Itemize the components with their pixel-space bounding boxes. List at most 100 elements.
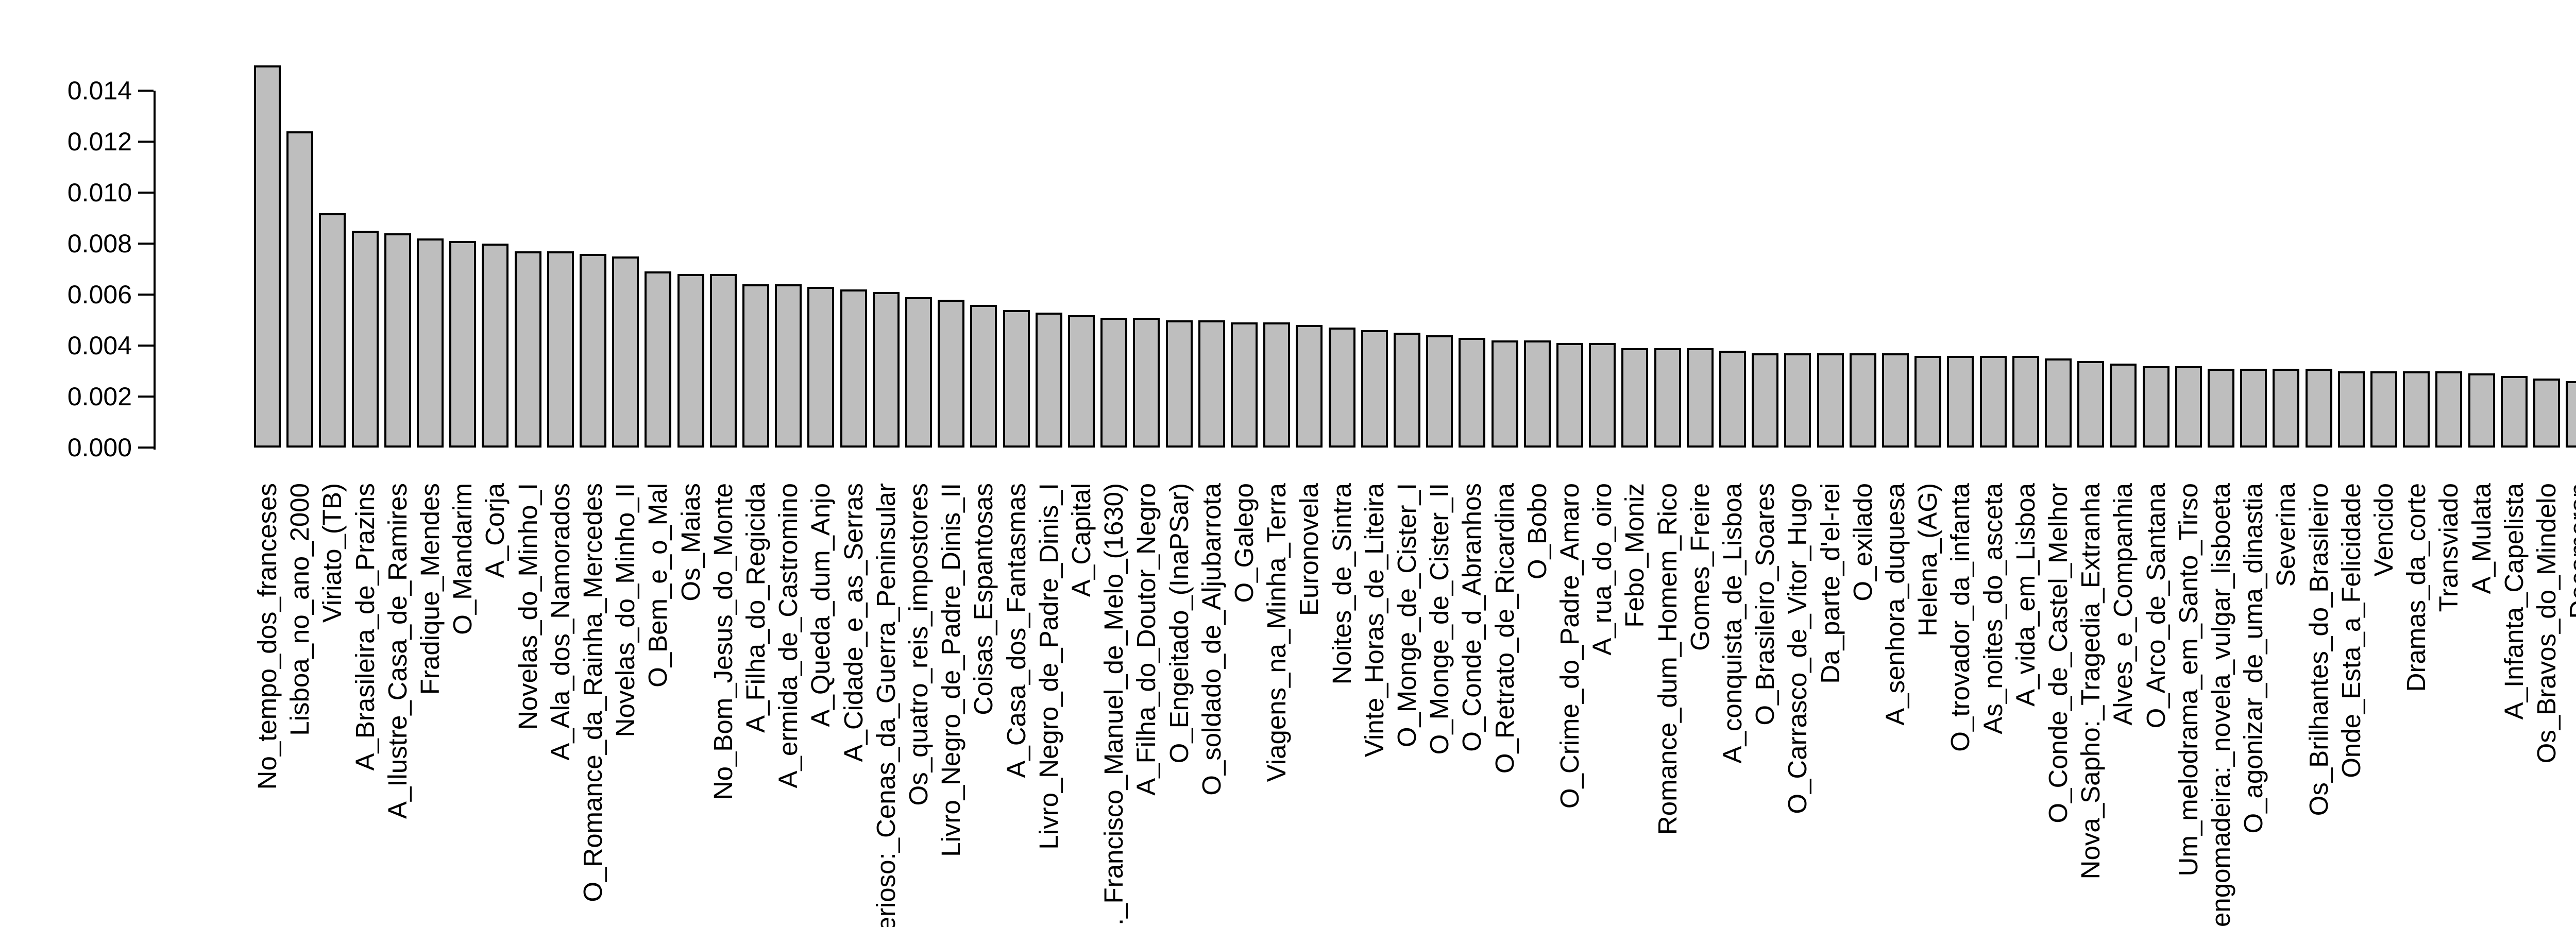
bar — [2435, 371, 2463, 448]
bar — [580, 253, 606, 448]
bar — [2012, 355, 2039, 448]
bar — [254, 65, 281, 448]
x-tick-label: O_Bobo — [1522, 483, 1552, 580]
bar — [1752, 353, 1779, 448]
y-tick-mark — [138, 345, 154, 347]
bar — [645, 271, 672, 448]
x-tick-label: Os_quatro_reis_impostores — [904, 483, 933, 806]
x-tick-label: Febo_Moniz — [1620, 483, 1650, 628]
bar — [1556, 343, 1583, 448]
bar — [286, 131, 314, 448]
bar — [1523, 340, 1551, 448]
bar — [1328, 328, 1355, 448]
bar — [2175, 366, 2202, 448]
x-tick-label: O_Conde_d_Abranhos — [1457, 483, 1487, 752]
bar — [1947, 355, 1974, 448]
x-tick-label: O_Carrasco_de_Vitor_Hugo — [1783, 483, 1812, 814]
x-tick-label: Nova_Sapho:_Tragedia_Extranha — [2076, 483, 2106, 880]
x-tick-label: Decameron — [2564, 483, 2576, 619]
bar — [709, 274, 737, 448]
bar — [1003, 310, 1030, 448]
bar — [970, 304, 997, 448]
x-tick-label: O_Crime_do_Padre_Amaro — [1555, 483, 1584, 809]
bar — [1231, 322, 1258, 448]
x-tick-label: Romance_dum_Homem_Rico — [1652, 483, 1682, 835]
bar — [319, 213, 346, 448]
bar — [775, 284, 802, 448]
x-tick-label: O_Arco_de_Santana — [2141, 483, 2171, 729]
bar — [938, 299, 965, 448]
bar — [482, 244, 509, 448]
x-tick-label: Alves_e_Companhia — [2108, 483, 2138, 726]
x-tick-label: A_Ala_dos_Namorados — [545, 483, 575, 761]
bar — [1817, 353, 1844, 448]
y-axis-line — [154, 91, 156, 450]
bar — [1100, 317, 1128, 448]
x-tick-label: erioso:_Cenas_da_Guerra_Peninsular — [871, 483, 901, 927]
bar — [840, 289, 867, 448]
x-tick-label: engomadeira:_novela_vulgar_lisboeta — [2206, 483, 2235, 927]
x-tick-label: Dramas_da_corte — [2401, 483, 2431, 692]
x-tick-label: O_Galego — [1229, 483, 1259, 603]
x-tick-label: A_Casa_dos_Fantasmas — [1001, 483, 1031, 778]
bar — [1263, 322, 1291, 448]
y-tick-label: 0.004 — [67, 331, 132, 360]
x-tick-label: O_Mandarim — [448, 483, 478, 635]
bar — [1459, 338, 1486, 448]
bar — [1491, 340, 1518, 448]
x-tick-label: Coisas_Espantosas — [969, 483, 998, 715]
x-tick-label: Os_Maias — [675, 483, 705, 602]
x-tick-label: Vencido — [2369, 483, 2398, 577]
x-tick-label: A_Ilustre_Casa_de_Ramires — [382, 483, 412, 819]
bar — [1426, 335, 1453, 448]
bar — [1654, 348, 1681, 448]
bar — [905, 297, 932, 448]
bar — [872, 292, 900, 448]
y-tick-mark — [138, 141, 154, 143]
bar — [1882, 353, 1909, 448]
bar — [1589, 343, 1616, 448]
x-tick-label: Severina — [2271, 483, 2301, 587]
x-tick-label: No_tempo_dos_franceses — [252, 483, 282, 790]
x-tick-label: A_Corja — [480, 483, 510, 578]
y-tick-label: 0.010 — [67, 178, 132, 207]
bar — [807, 287, 835, 448]
x-tick-label: Livro_Negro_de_Padre_Dinis_I — [1033, 483, 1063, 850]
x-tick-label: Novelas_do_Minho_I — [513, 483, 543, 730]
y-tick-mark — [138, 90, 154, 92]
x-tick-label: Um_melodrama_em_Santo_Tirso — [2173, 483, 2203, 877]
x-tick-label: A_Brasileira_de_Prazins — [350, 483, 380, 771]
x-tick-label: Euronovela — [1294, 483, 1324, 616]
x-tick-label: No_Bom_Jesus_do_Monte — [708, 483, 738, 800]
bar — [1198, 320, 1225, 448]
bar — [1719, 350, 1746, 448]
x-tick-label: A_Queda_dum_Anjo — [806, 483, 836, 727]
x-tick-label: Os_Bravos_do_Mindelo — [2532, 483, 2561, 764]
x-tick-label: A_vida_em_Lisboa — [2010, 483, 2040, 707]
x-tick-label: Vinte_Horas_de_Liteira — [1359, 483, 1389, 758]
x-tick-label: Novelas_do_Minho_II — [611, 483, 640, 737]
bar — [2045, 358, 2072, 448]
bar — [547, 251, 574, 448]
y-tick-label: 0.008 — [67, 229, 132, 258]
x-tick-label: Viagens_na_Minha_Terra — [1262, 483, 1292, 782]
x-tick-label: O_Bem_e_o_Mal — [643, 483, 673, 688]
bar — [514, 251, 541, 448]
x-tick-label: O_Conde_de_Castel_Melhor — [2043, 483, 2073, 823]
x-tick-label: Onde_Esta_a_Felicidade — [2336, 483, 2366, 778]
x-tick-label: O_agonizar_de_uma_dinastia — [2239, 483, 2268, 834]
bar — [612, 256, 639, 448]
x-tick-label: Noites_de_Sintra — [1327, 483, 1357, 685]
bar — [1361, 330, 1388, 448]
bar — [742, 284, 769, 448]
x-tick-label: As_noites_do_asceta — [1978, 483, 2008, 734]
bar — [417, 238, 444, 448]
bar — [2110, 363, 2137, 448]
x-tick-label: A_Infanta_Capelista — [2499, 483, 2529, 720]
y-tick-mark — [138, 294, 154, 296]
y-tick-label: 0.002 — [67, 382, 132, 411]
y-tick-label: 0.014 — [67, 76, 132, 105]
bar — [2142, 366, 2170, 448]
bar — [1165, 320, 1193, 448]
